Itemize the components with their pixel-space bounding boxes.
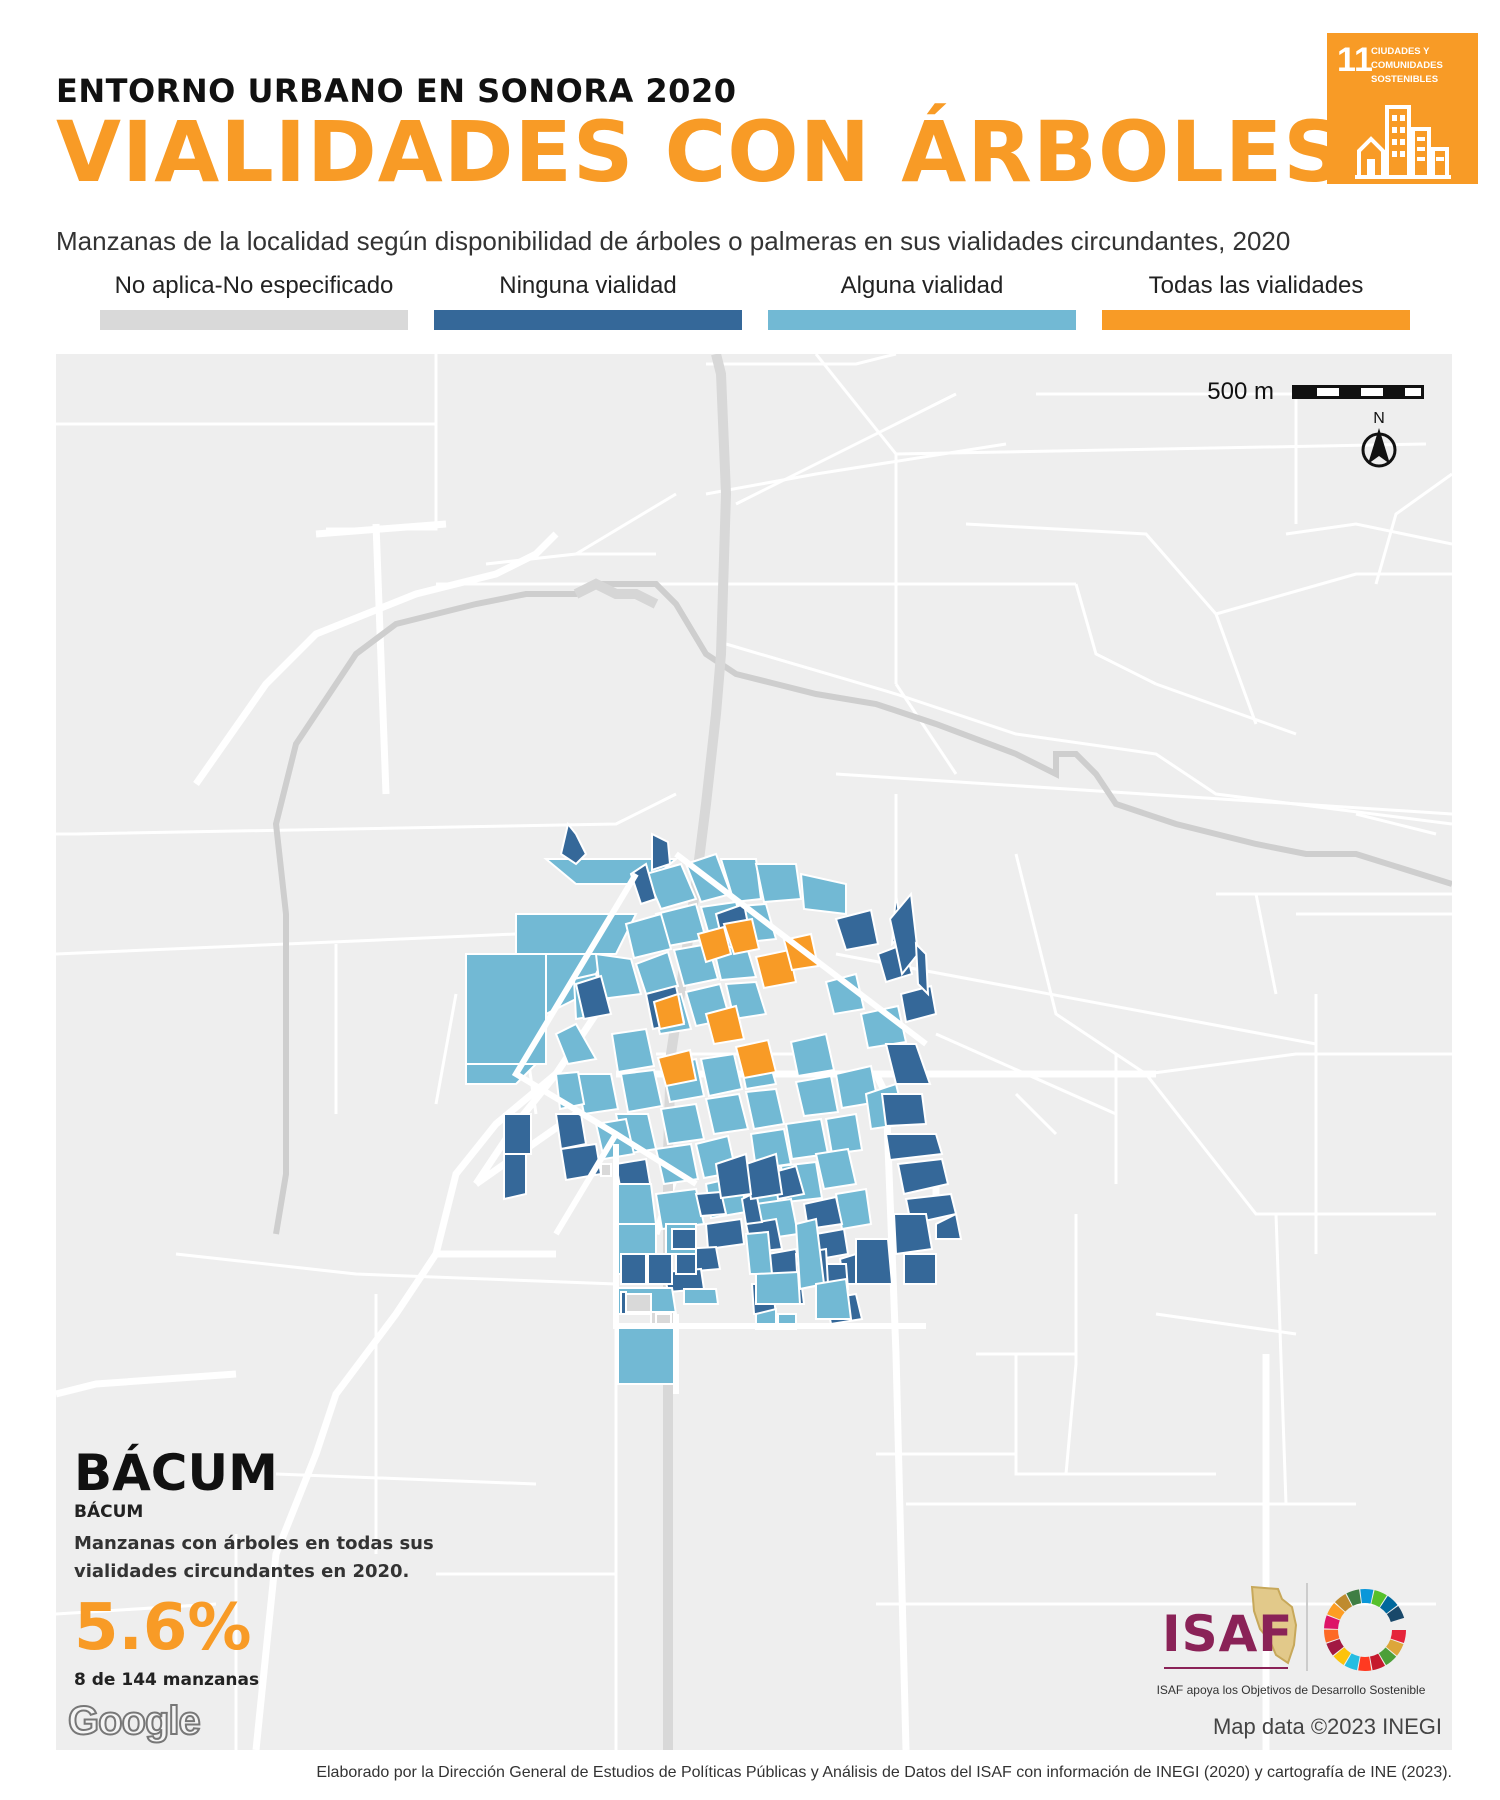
scale-label: 500 m [1207, 378, 1274, 405]
legend-label: No aplica-No especificado [114, 272, 394, 299]
legend-item-no-aplica: No aplica-No especificado [100, 270, 408, 330]
scale-bar-graphic [1292, 385, 1424, 399]
legend-swatch [1102, 310, 1410, 330]
isaf-underline [1164, 1667, 1288, 1669]
google-logo: Google [67, 1698, 202, 1744]
legend-swatch [100, 310, 408, 330]
city-blocks [465, 821, 963, 1385]
map-panel[interactable]: 500 m N BÁCUM BÁCUM Manzanas con árboles… [56, 354, 1452, 1750]
base-map [56, 354, 1452, 1750]
summary-description: Manzanas con árboles en todas sus vialid… [74, 1533, 434, 1582]
legend-item-ninguna: Ninguna vialidad [434, 270, 742, 330]
legend-label: Alguna vialidad [840, 272, 1004, 299]
logo-divider [1306, 1583, 1308, 1671]
locality-summary: BÁCUM BÁCUM Manzanas con árboles en toda… [74, 1448, 534, 1690]
municipality-name: BÁCUM [74, 1502, 144, 1522]
highway [663, 354, 732, 1750]
sdg-label: CIUDADES Y COMUNIDADES SOSTENIBLES [1371, 46, 1443, 85]
legend-swatch [768, 310, 1076, 330]
page-title: VIALIDADES CON ÁRBOLES [56, 103, 1345, 201]
legend-item-todas: Todas las vialidades [1102, 270, 1410, 330]
north-label: N [1373, 410, 1385, 427]
map-subtitle: Manzanas de la localidad según disponibi… [56, 226, 1291, 256]
river-canal [272, 581, 1452, 1235]
map-attribution: Map data ©2023 INEGI [1212, 1714, 1442, 1739]
summary-count: 8 de 144 manzanas [74, 1669, 260, 1690]
footer-credit: Elaborado por la Dirección General de Es… [316, 1764, 1452, 1781]
legend-label: Todas las vialidades [1148, 272, 1364, 299]
north-arrow: N [1356, 410, 1402, 474]
north-arrow-icon [1361, 428, 1397, 468]
sonora-state-icon [1250, 1585, 1298, 1665]
sdg-number: 11 [1337, 41, 1373, 79]
legend-label: Ninguna vialidad [499, 272, 677, 299]
legend-item-alguna: Alguna vialidad [768, 270, 1076, 330]
map-scale-bar: 500 m [1207, 378, 1424, 406]
sdg-11-badge: 11 CIUDADES Y COMUNIDADES SOSTENIBLES [1327, 33, 1478, 184]
city-buildings-icon [1355, 105, 1451, 179]
isaf-tagline: ISAF apoya los Objetivos de Desarrollo S… [1156, 1683, 1426, 1697]
isaf-logo: ISAF ISAF [1156, 1579, 1426, 1699]
sdg-wheel-icon [1324, 1589, 1406, 1671]
locality-name: BÁCUM [74, 1444, 278, 1502]
legend-swatch [434, 310, 742, 330]
report-kicker: ENTORNO URBANO EN SONORA 2020 [56, 72, 737, 110]
summary-percentage: 5.6% [74, 1590, 252, 1665]
isaf-wordmark: ISAF [1162, 1605, 1294, 1663]
